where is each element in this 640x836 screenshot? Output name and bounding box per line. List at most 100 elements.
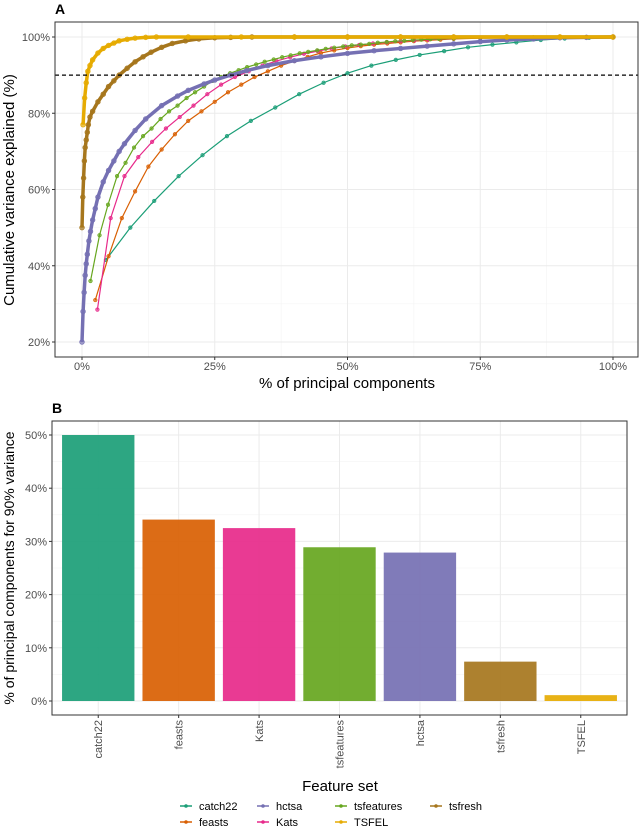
legend-item-tsfresh: tsfresh [430, 801, 482, 813]
y-tick-label: 20% [28, 337, 50, 349]
data-point [131, 145, 137, 150]
data-point [149, 126, 154, 131]
data-point [140, 134, 146, 139]
bar-kats [222, 528, 296, 701]
data-point [212, 77, 218, 83]
data-point [297, 51, 302, 56]
data-point [80, 308, 86, 315]
data-point [172, 132, 178, 137]
y-tick-label: 20% [25, 590, 47, 602]
data-point [95, 307, 100, 312]
data-point [186, 118, 191, 123]
data-point [158, 116, 163, 122]
data-point [124, 36, 130, 42]
data-point [610, 34, 616, 40]
x-tick-label: 25% [204, 361, 226, 373]
legend-key-point [339, 804, 343, 808]
legend-item-tsfel: TSFEL [335, 817, 388, 829]
data-point [89, 217, 96, 223]
data-point [273, 105, 278, 110]
series-line [105, 36, 614, 261]
legend-key-point [184, 804, 188, 808]
data-point [105, 202, 111, 207]
x-tick-label: hctsa [415, 719, 427, 746]
data-point [100, 45, 106, 52]
x-tick-label: 50% [336, 361, 358, 373]
data-point [280, 55, 285, 60]
data-point [123, 160, 128, 165]
data-point [349, 43, 354, 48]
legend-item-feasts: feasts [180, 817, 229, 829]
legend-key-point [339, 820, 343, 824]
bar-tsfeatures [303, 547, 376, 701]
data-point [174, 93, 181, 99]
data-point [114, 174, 120, 179]
y-tick-label: 0% [31, 696, 47, 708]
data-point [332, 45, 337, 50]
data-point [397, 45, 404, 52]
data-point [384, 39, 389, 45]
x-tick-label: 75% [469, 361, 491, 373]
panel-b-bar-chart: 0% 10% 20% 30% 40% 50% catch22 feasts Kats tsfeat… [25, 420, 628, 768]
data-point [87, 114, 93, 120]
data-point [105, 83, 112, 90]
data-point [80, 175, 87, 181]
y-tick-label: 60% [28, 185, 50, 197]
data-point [95, 194, 101, 200]
data-point [315, 48, 320, 53]
data-point [185, 87, 191, 94]
panel-a-y-axis-label: Cumulative variance explained (%) [1, 74, 18, 306]
data-point [371, 48, 377, 54]
legend-item-tsfeatures: tsfeatures [335, 801, 403, 813]
plot-border [51, 420, 628, 716]
data-point [122, 174, 127, 179]
data-point [95, 50, 101, 56]
data-point [105, 42, 112, 49]
panel-a-x-axis-label: % of principal components [259, 375, 435, 392]
data-point [153, 34, 160, 40]
data-point [271, 57, 276, 62]
data-point [490, 42, 495, 47]
data-point [248, 118, 253, 123]
data-point [133, 189, 138, 194]
data-point [451, 34, 457, 40]
data-point [108, 215, 113, 221]
data-point [199, 109, 204, 114]
data-point [323, 46, 328, 51]
legend: catch22 feasts hctsa Kats tsfeatures TSFEL tsf… [180, 801, 482, 829]
data-point [87, 62, 93, 69]
x-tick-label: Kats [254, 720, 266, 743]
series-catch22 [103, 34, 616, 263]
data-point [81, 95, 88, 101]
legend-item-catch22: catch22 [180, 801, 238, 813]
x-tick-label: tsfresh [495, 720, 507, 753]
data-point [225, 90, 231, 95]
data-point [318, 54, 324, 60]
data-point [100, 179, 106, 185]
data-point [219, 82, 224, 87]
data-point [291, 57, 298, 64]
data-point [265, 69, 270, 74]
data-point [369, 63, 374, 68]
x-tick-label: feasts [174, 720, 186, 750]
data-point [93, 297, 98, 303]
data-point [344, 34, 351, 40]
data-point [158, 44, 165, 50]
data-point [84, 129, 91, 136]
legend-key-point [184, 820, 188, 824]
bar-hctsa [383, 552, 457, 701]
bar-tsfresh [464, 661, 537, 701]
data-point [163, 126, 168, 131]
plot-border [54, 21, 639, 358]
data-point [80, 194, 86, 200]
legend-label: hctsa [276, 801, 303, 813]
data-point [410, 37, 415, 43]
data-point [79, 339, 85, 345]
data-point [185, 34, 191, 40]
data-point [140, 54, 146, 60]
data-point [451, 41, 457, 47]
data-point [393, 57, 398, 62]
data-point [100, 91, 106, 97]
data-point [193, 90, 198, 95]
data-point [239, 82, 244, 87]
